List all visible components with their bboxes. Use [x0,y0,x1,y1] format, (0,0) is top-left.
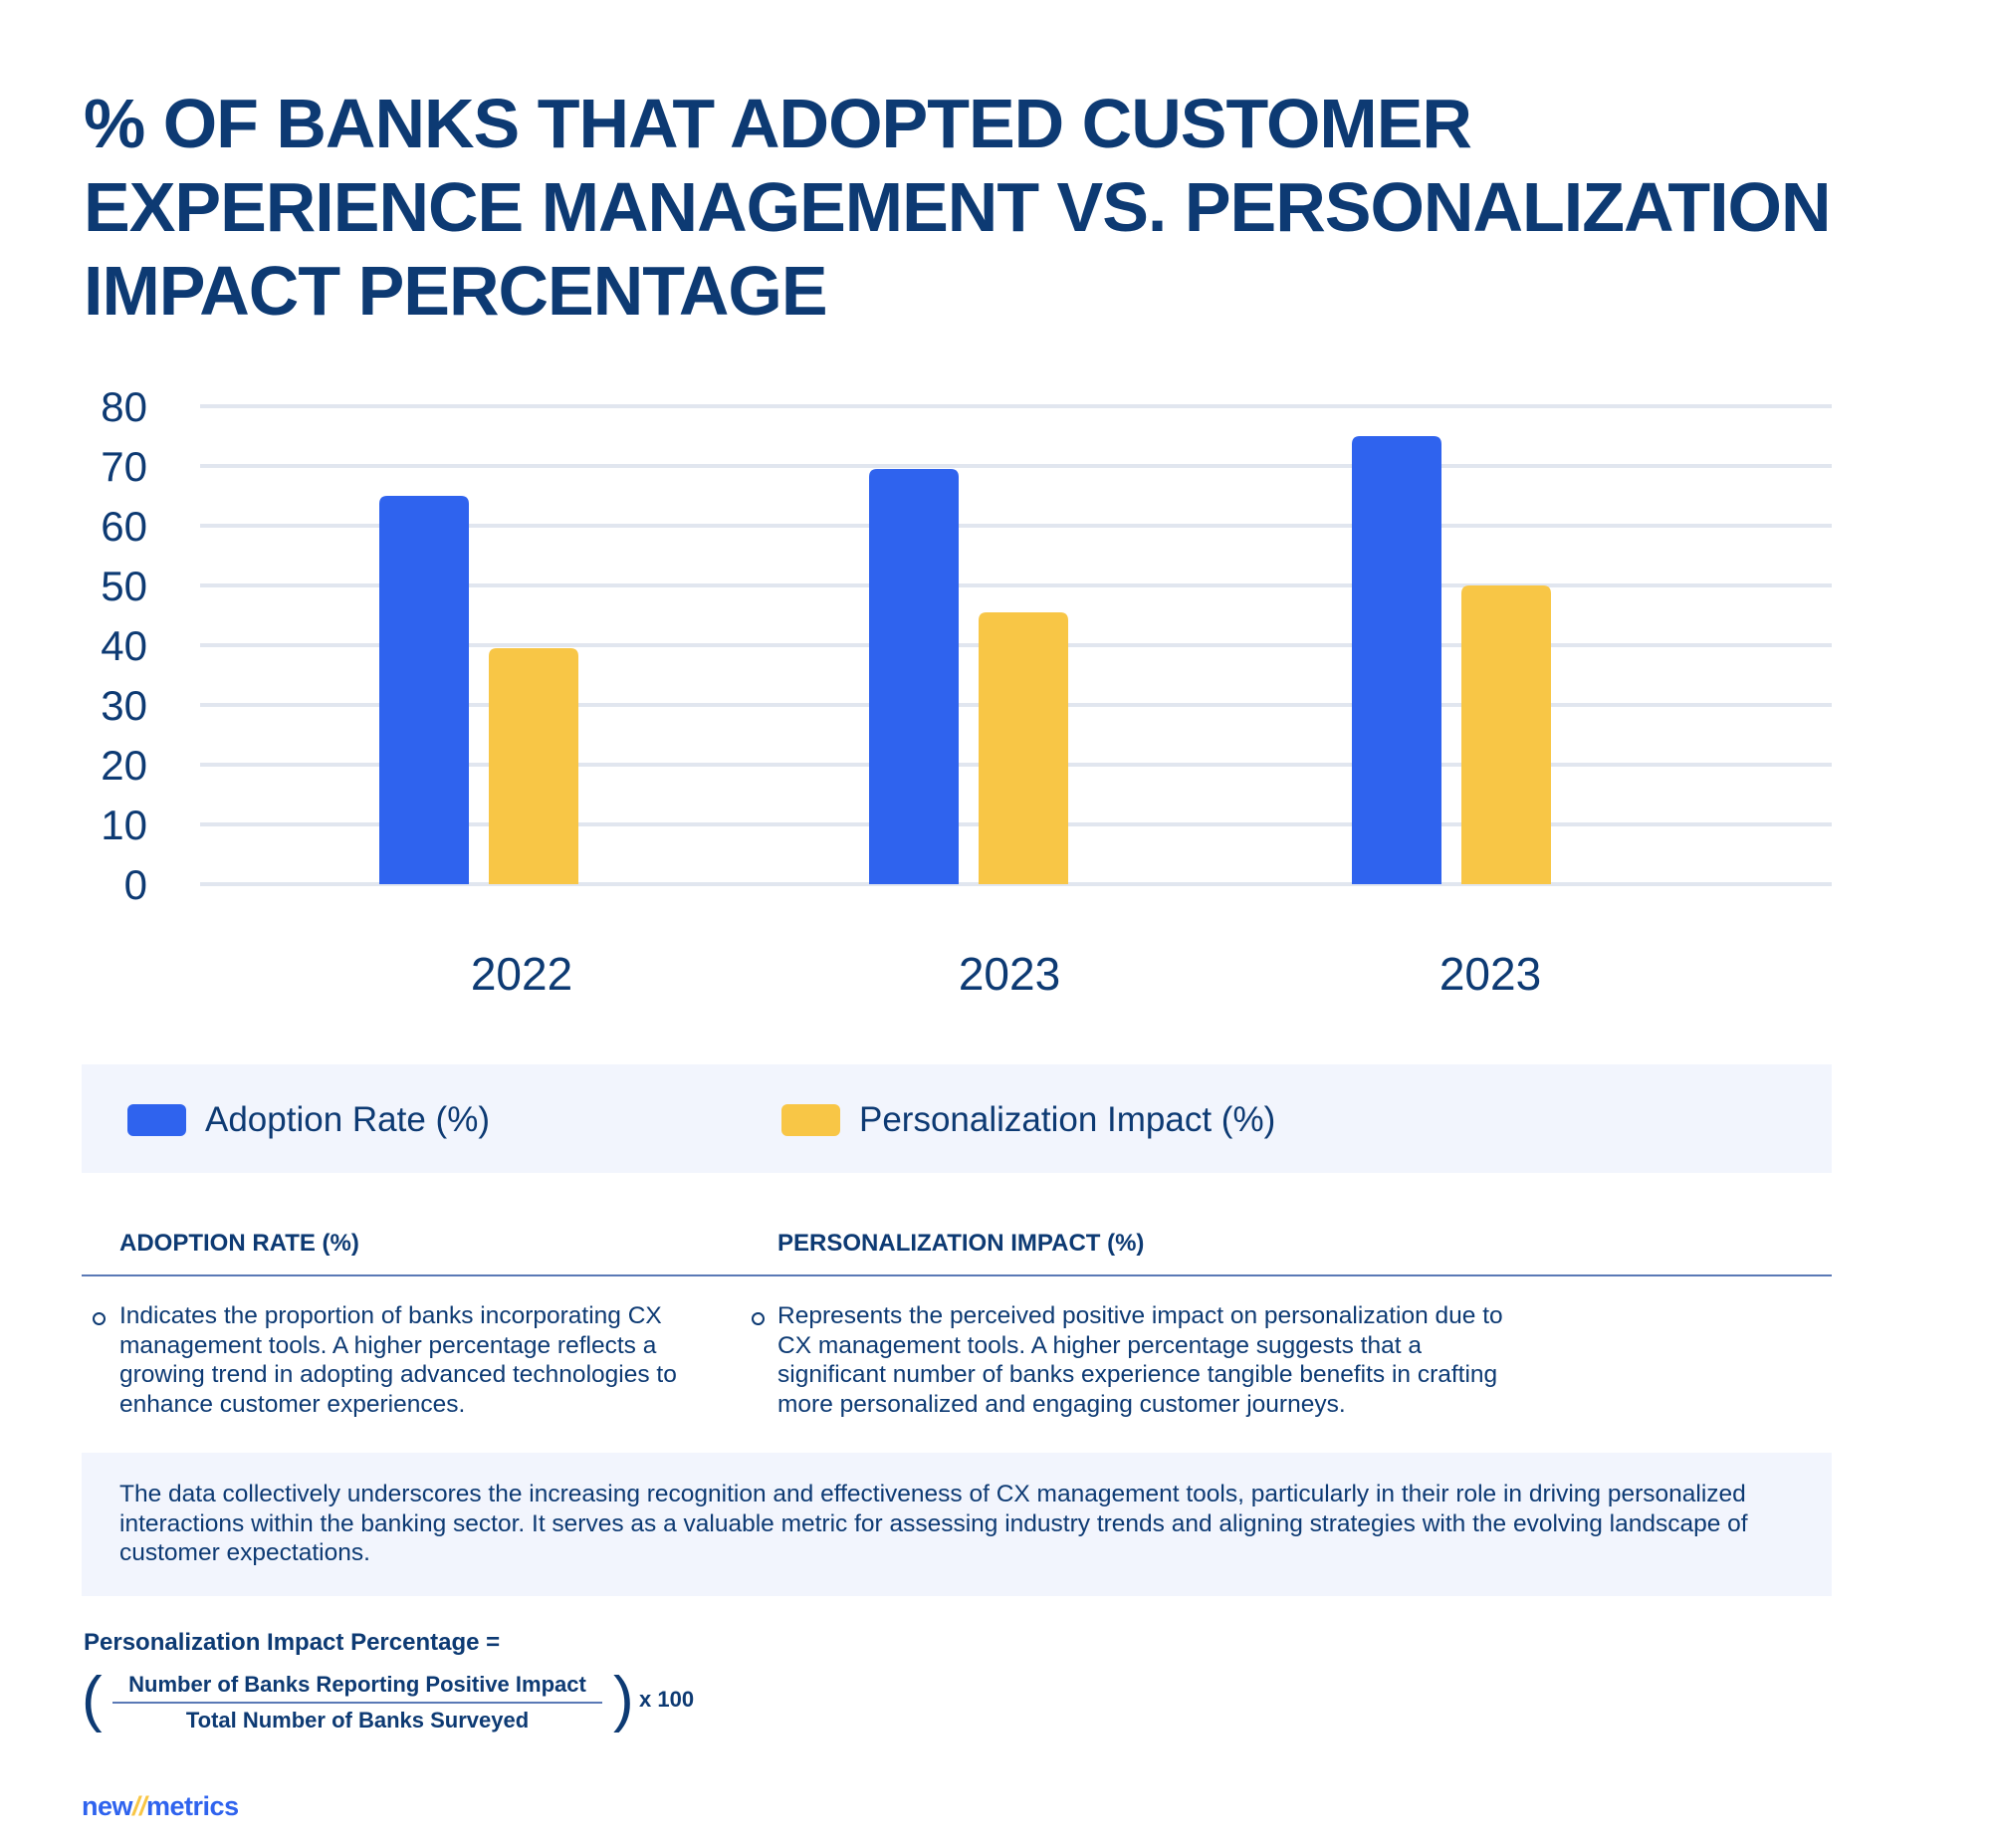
legend-swatch-adoption [127,1104,186,1136]
gridline [200,524,1832,528]
y-tick-label: 80 [101,383,147,430]
y-tick-label: 30 [101,682,147,729]
y-tick-label: 60 [101,503,147,550]
gridline [200,464,1832,468]
y-tick-label: 40 [101,622,147,669]
bar-adoption [1352,436,1441,884]
definition-text-adoption: Indicates the proportion of banks incorp… [119,1302,677,1418]
formula-multiplier: x 100 [639,1687,695,1712]
bar-adoption [869,469,959,884]
summary-text: The data collectively underscores the in… [119,1481,1748,1566]
page-title: % of Banks That Adopted Customer Experie… [84,85,1832,330]
right-paren: ) [613,1665,634,1733]
formula-title: Personalization Impact Percentage = [84,1629,501,1656]
formula-numerator: Number of Banks Reporting Positive Impac… [128,1672,586,1697]
gridline [200,404,1832,408]
definition-header-personalization: Personalization Impact (%) [777,1230,1145,1257]
definition-text-personalization: Represents the perceived positive impact… [777,1302,1503,1418]
bullet-icon [93,1312,106,1325]
y-tick-label: 10 [101,802,147,848]
logo-part1: new [82,1791,133,1821]
newmetrics-logo: new//metrics [82,1791,239,1822]
logo-part2: metrics [146,1791,239,1821]
gridline [200,583,1832,587]
y-tick-label: 0 [124,861,147,908]
logo-slashes: // [132,1791,147,1821]
legend: Adoption Rate (%) Personalization Impact… [82,1064,1832,1173]
bar-personalization [489,648,578,884]
left-paren: ( [82,1665,103,1733]
y-tick-label: 20 [101,742,147,789]
bullet-icon [752,1312,765,1325]
legend-swatch-personalization [781,1104,840,1136]
bar-adoption [379,496,469,884]
fraction-bar [112,1702,602,1704]
legend-label-adoption: Adoption Rate (%) [205,1100,490,1139]
x-tick-label: 2023 [1439,948,1541,1000]
definition-header-adoption: Adoption Rate (%) [119,1230,359,1257]
divider [82,1274,1832,1276]
y-tick-label: 70 [101,443,147,490]
summary-box: The data collectively underscores the in… [82,1453,1832,1596]
x-tick-label: 2023 [959,948,1060,1000]
bar-personalization [979,612,1068,884]
bar-chart: 0 10 20 30 40 50 60 70 80 2022 2023 2023 [101,383,1832,1000]
bar-personalization [1461,585,1551,884]
legend-label-personalization: Personalization Impact (%) [859,1100,1276,1139]
y-tick-label: 50 [101,563,147,609]
x-tick-label: 2022 [471,948,572,1000]
formula-denominator: Total Number of Banks Surveyed [185,1708,530,1732]
